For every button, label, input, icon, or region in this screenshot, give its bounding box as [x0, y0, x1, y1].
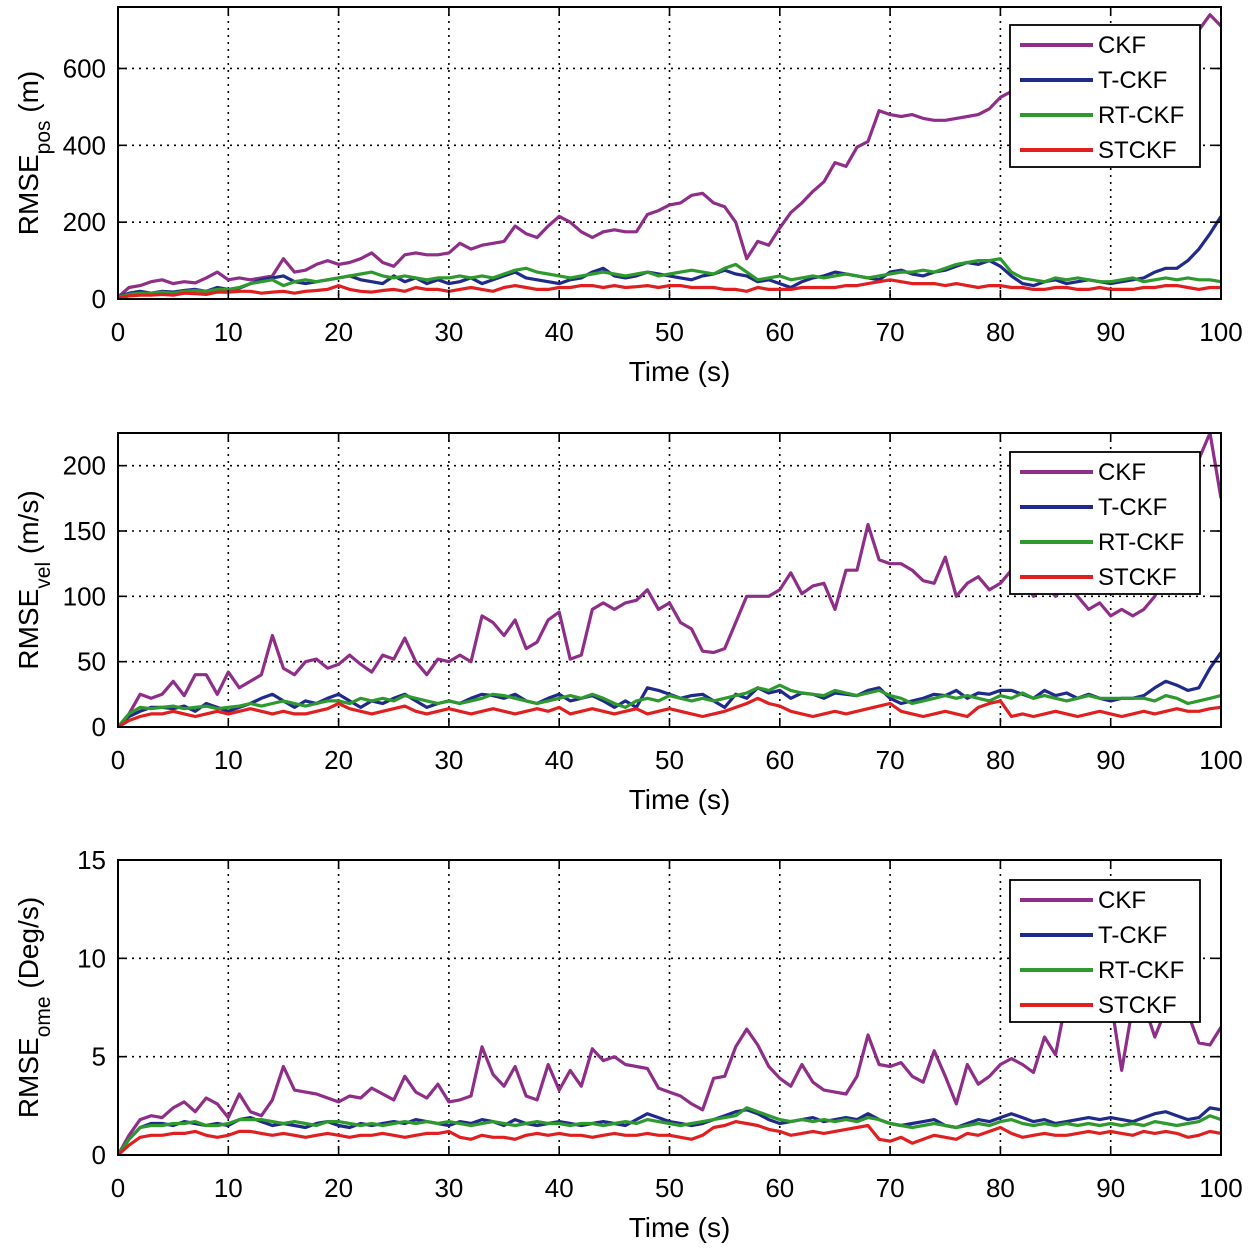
x-tick-label: 40: [545, 1173, 574, 1203]
x-tick-label: 100: [1199, 1173, 1242, 1203]
legend-label-ckf: CKF: [1098, 32, 1146, 59]
x-tick-label: 50: [655, 317, 684, 347]
legend-label-stckf: STCKF: [1098, 992, 1177, 1019]
x-tick-label: 20: [324, 317, 353, 347]
x-tick-label: 100: [1199, 317, 1242, 347]
y-tick-label: 400: [63, 130, 106, 160]
y-axis-title-subscript: ome: [32, 996, 55, 1037]
y-tick-label: 0: [92, 284, 106, 314]
legend-label-rt-ckf: RT-CKF: [1098, 529, 1184, 556]
series-line-ckf: [118, 992, 1221, 1155]
x-tick-label: 80: [986, 1173, 1015, 1203]
x-tick-label: 50: [655, 745, 684, 775]
y-tick-label: 10: [77, 943, 106, 973]
x-tick-label: 90: [1096, 317, 1125, 347]
x-tick-label: 0: [111, 745, 125, 775]
x-axis-title: Time (s): [629, 1212, 731, 1243]
x-tick-label: 40: [545, 745, 574, 775]
legend: CKF T-CKF RT-CKF STCKF: [1009, 24, 1201, 168]
x-tick-label: 60: [765, 745, 794, 775]
legend-label-t-ckf: T-CKF: [1098, 67, 1167, 94]
legend-label-stckf: STCKF: [1098, 564, 1177, 591]
chart-panel-vel: 0 10 20 30 40 50 60 70 80 90 100 0 50 100 150 200 Time (…: [13, 432, 1243, 815]
series-line-rt-ckf: [118, 1106, 1221, 1155]
y-tick-label: 0: [92, 1140, 106, 1170]
legend-label-stckf: STCKF: [1098, 137, 1177, 164]
series-line-t-ckf: [118, 215, 1221, 299]
x-tick-label: 60: [765, 1173, 794, 1203]
x-tick-label: 80: [986, 317, 1015, 347]
x-tick-label: 30: [434, 745, 463, 775]
y-tick-label: 50: [77, 647, 106, 677]
series-line-t-ckf: [118, 1106, 1221, 1155]
legend-box: [1009, 24, 1201, 168]
legend-label-rt-ckf: RT-CKF: [1098, 957, 1184, 984]
y-tick-label: 150: [63, 516, 106, 546]
legend-label-t-ckf: T-CKF: [1098, 922, 1167, 949]
legend-box: [1009, 879, 1201, 1023]
x-tick-label: 90: [1096, 1173, 1125, 1203]
y-axis-title: RMSEvel (m/s): [13, 490, 55, 669]
x-axis-title: Time (s): [629, 784, 731, 815]
legend-box: [1009, 451, 1201, 595]
y-tick-label: 15: [77, 845, 106, 875]
legend-label-ckf: CKF: [1098, 459, 1146, 486]
series-line-stckf: [118, 1119, 1221, 1155]
x-axis-title: Time (s): [629, 356, 731, 387]
legend: CKF T-CKF RT-CKF STCKF: [1009, 879, 1201, 1023]
legend-label-ckf: CKF: [1098, 887, 1146, 914]
series-line-stckf: [118, 696, 1221, 727]
legend-label-t-ckf: T-CKF: [1098, 494, 1167, 521]
x-tick-label: 80: [986, 745, 1015, 775]
y-tick-label: 200: [63, 207, 106, 237]
x-tick-label: 40: [545, 317, 574, 347]
x-tick-label: 10: [214, 1173, 243, 1203]
x-tick-label: 60: [765, 317, 794, 347]
y-axis-title-main: RMSE: [13, 589, 44, 670]
x-tick-label: 0: [111, 317, 125, 347]
legend: CKF T-CKF RT-CKF STCKF: [1009, 451, 1201, 595]
series-line-rt-ckf: [118, 683, 1221, 727]
y-axis-title-unit: (m): [13, 71, 44, 121]
y-axis-title-subscript: vel: [32, 562, 55, 589]
x-tick-label: 30: [434, 1173, 463, 1203]
x-tick-label: 0: [111, 1173, 125, 1203]
x-tick-label: 70: [876, 317, 905, 347]
x-tick-label: 10: [214, 317, 243, 347]
y-axis-title-main: RMSE: [13, 154, 44, 235]
x-tick-label: 30: [434, 317, 463, 347]
y-tick-label: 600: [63, 53, 106, 83]
y-axis-title-unit: (Deg/s): [13, 897, 44, 997]
y-axis-title: RMSEpos (m): [13, 71, 55, 236]
y-tick-label: 100: [63, 581, 106, 611]
y-tick-label: 5: [92, 1042, 106, 1072]
x-tick-label: 20: [324, 745, 353, 775]
series-line-stckf: [118, 278, 1221, 299]
x-tick-label: 20: [324, 1173, 353, 1203]
y-axis-title-unit: (m/s): [13, 490, 44, 562]
x-tick-label: 70: [876, 1173, 905, 1203]
y-axis-title-main: RMSE: [13, 1037, 44, 1118]
y-axis-title-subscript: pos: [32, 121, 55, 155]
chart-panel-ome: 0 10 20 30 40 50 60 70 80 90 100 0 5 10 15 Time (s) RMSE…: [13, 845, 1243, 1243]
y-axis-title: RMSEome (Deg/s): [13, 897, 55, 1118]
x-tick-label: 10: [214, 745, 243, 775]
x-tick-label: 70: [876, 745, 905, 775]
x-tick-label: 100: [1199, 745, 1242, 775]
x-tick-label: 50: [655, 1173, 684, 1203]
x-tick-label: 90: [1096, 745, 1125, 775]
chart-panel-pos: 0 10 20 30 40 50 60 70 80 90 100 0 200 400 600 Time (s)…: [13, 6, 1243, 387]
series-line-rt-ckf: [118, 257, 1221, 299]
y-tick-label: 200: [63, 451, 106, 481]
y-tick-label: 0: [92, 712, 106, 742]
legend-label-rt-ckf: RT-CKF: [1098, 102, 1184, 129]
